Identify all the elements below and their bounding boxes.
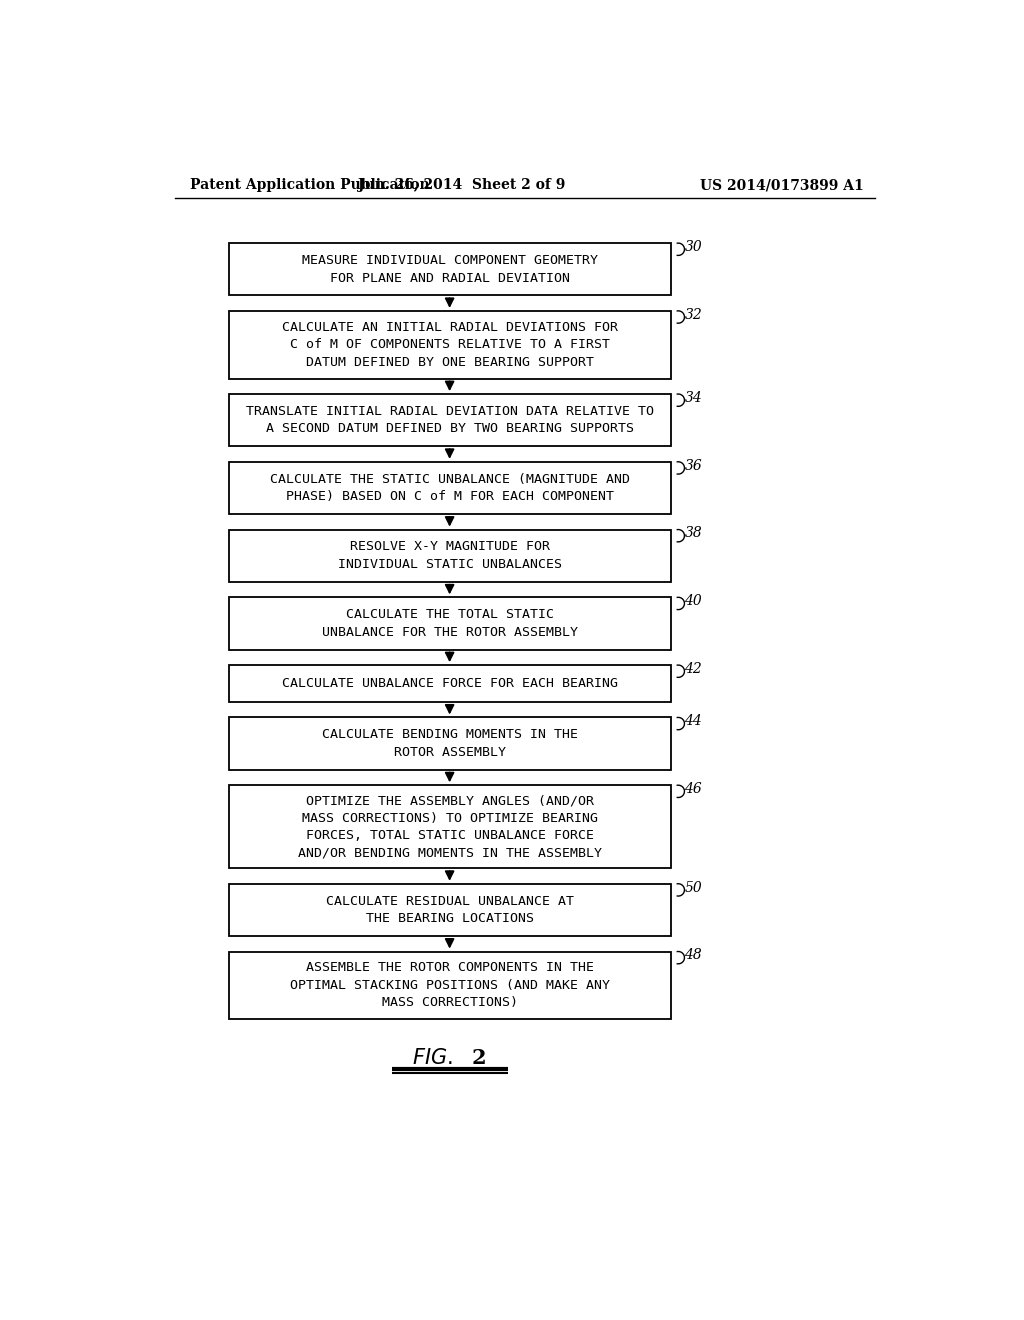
Text: 42: 42 [684, 663, 702, 676]
Text: 38: 38 [684, 527, 702, 540]
Bar [228, 243, 671, 296]
Text: CALCULATE BENDING MOMENTS IN THE
ROTOR ASSEMBLY: CALCULATE BENDING MOMENTS IN THE ROTOR A… [322, 729, 578, 759]
Text: TRANSLATE INITIAL RADIAL DEVIATION DATA RELATIVE TO
A SECOND DATUM DEFINED BY TW: TRANSLATE INITIAL RADIAL DEVIATION DATA … [246, 405, 653, 436]
Bar [228, 395, 671, 446]
Text: 30: 30 [684, 240, 702, 253]
Text: CALCULATE RESIDUAL UNBALANCE AT
THE BEARING LOCATIONS: CALCULATE RESIDUAL UNBALANCE AT THE BEAR… [326, 895, 573, 925]
Text: 46: 46 [684, 781, 702, 796]
Text: Jun. 26, 2014  Sheet 2 of 9: Jun. 26, 2014 Sheet 2 of 9 [357, 178, 565, 193]
Text: OPTIMIZE THE ASSEMBLY ANGLES (AND/OR
MASS CORRECTIONS) TO OPTIMIZE BEARING
FORCE: OPTIMIZE THE ASSEMBLY ANGLES (AND/OR MAS… [298, 795, 602, 859]
Text: CALCULATE THE TOTAL STATIC
UNBALANCE FOR THE ROTOR ASSEMBLY: CALCULATE THE TOTAL STATIC UNBALANCE FOR… [322, 609, 578, 639]
Text: Patent Application Publication: Patent Application Publication [190, 178, 430, 193]
Bar [228, 884, 671, 936]
Text: 32: 32 [684, 308, 702, 322]
Text: RESOLVE X-Y MAGNITUDE FOR
INDIVIDUAL STATIC UNBALANCES: RESOLVE X-Y MAGNITUDE FOR INDIVIDUAL STA… [338, 540, 561, 572]
Text: 50: 50 [684, 880, 702, 895]
Text: CALCULATE AN INITIAL RADIAL DEVIATIONS FOR
C of M OF COMPONENTS RELATIVE TO A FI: CALCULATE AN INITIAL RADIAL DEVIATIONS F… [282, 321, 617, 368]
Bar [228, 785, 671, 869]
Text: MEASURE INDIVIDUAL COMPONENT GEOMETRY
FOR PLANE AND RADIAL DEVIATION: MEASURE INDIVIDUAL COMPONENT GEOMETRY FO… [302, 253, 598, 285]
Text: $\mathit{FIG.}$  2: $\mathit{FIG.}$ 2 [413, 1048, 486, 1068]
Text: ASSEMBLE THE ROTOR COMPONENTS IN THE
OPTIMAL STACKING POSITIONS (AND MAKE ANY
MA: ASSEMBLE THE ROTOR COMPONENTS IN THE OPT… [290, 961, 609, 1010]
Text: 44: 44 [684, 714, 702, 729]
Bar [228, 718, 671, 770]
Bar [228, 952, 671, 1019]
Bar [228, 529, 671, 582]
Text: 40: 40 [684, 594, 702, 609]
Bar [228, 597, 671, 649]
Text: CALCULATE THE STATIC UNBALANCE (MAGNITUDE AND
PHASE) BASED ON C of M FOR EACH CO: CALCULATE THE STATIC UNBALANCE (MAGNITUD… [269, 473, 630, 503]
Text: 48: 48 [684, 949, 702, 962]
Text: 34: 34 [684, 391, 702, 405]
Bar [228, 665, 671, 702]
Text: 36: 36 [684, 459, 702, 473]
Bar [228, 462, 671, 515]
Text: US 2014/0173899 A1: US 2014/0173899 A1 [700, 178, 864, 193]
Text: CALCULATE UNBALANCE FORCE FOR EACH BEARING: CALCULATE UNBALANCE FORCE FOR EACH BEARI… [282, 677, 617, 690]
Bar [228, 312, 671, 379]
